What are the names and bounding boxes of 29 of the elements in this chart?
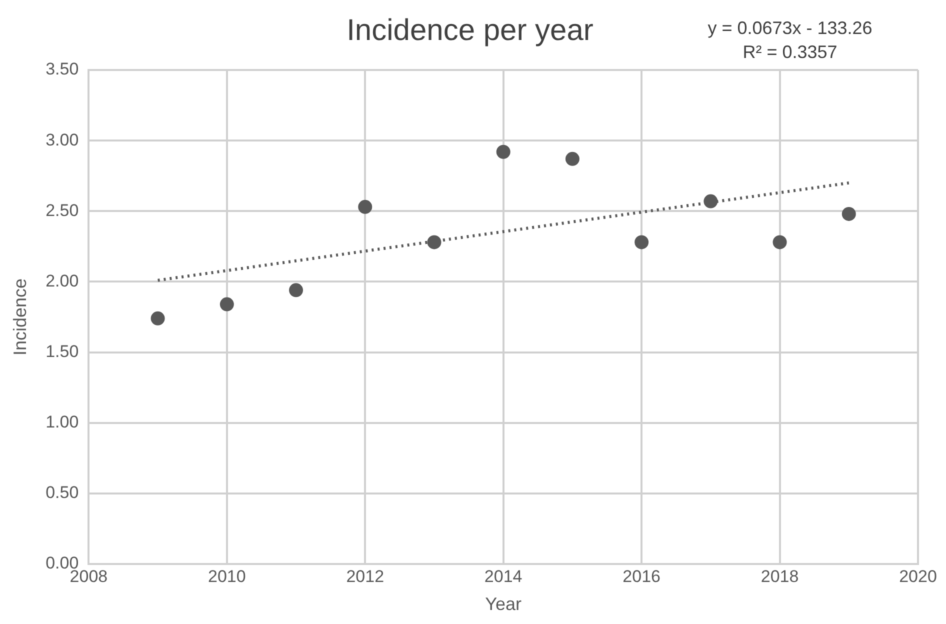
point	[634, 235, 649, 250]
point	[358, 200, 372, 214]
text: R² = 0.3357	[742, 41, 838, 64]
point	[150, 311, 165, 326]
y-tick-label: 1.00	[46, 412, 79, 432]
x-tick-label: 2014	[484, 566, 522, 586]
chart-title: Incidence per year	[346, 14, 594, 48]
point	[842, 206, 856, 221]
point	[289, 283, 304, 298]
point	[496, 144, 510, 159]
point	[220, 297, 234, 312]
y-tick-label: 2.50	[46, 200, 79, 220]
text: y = 0.0673x - 133.26	[706, 17, 874, 40]
y-tick-label: 3.00	[46, 130, 79, 150]
point	[427, 235, 442, 250]
x-tick-label: 2010	[208, 566, 246, 586]
point	[772, 235, 787, 250]
x-tick-label: 2018	[760, 566, 799, 586]
point	[565, 152, 580, 166]
point	[704, 194, 718, 208]
y-tick-label: 0.50	[46, 483, 79, 502]
y-tick-label: 1.50	[46, 342, 79, 361]
x-tick-label: 2020	[899, 566, 937, 586]
y-tick-label: 3.50	[46, 60, 79, 79]
x-tick-label: 2012	[346, 566, 384, 586]
y-tick-label: 2.00	[46, 271, 79, 290]
x-tick-label: 2016	[622, 566, 660, 586]
y-axis-title: Incidence	[10, 278, 30, 356]
x-axis-title: Year	[485, 594, 522, 614]
